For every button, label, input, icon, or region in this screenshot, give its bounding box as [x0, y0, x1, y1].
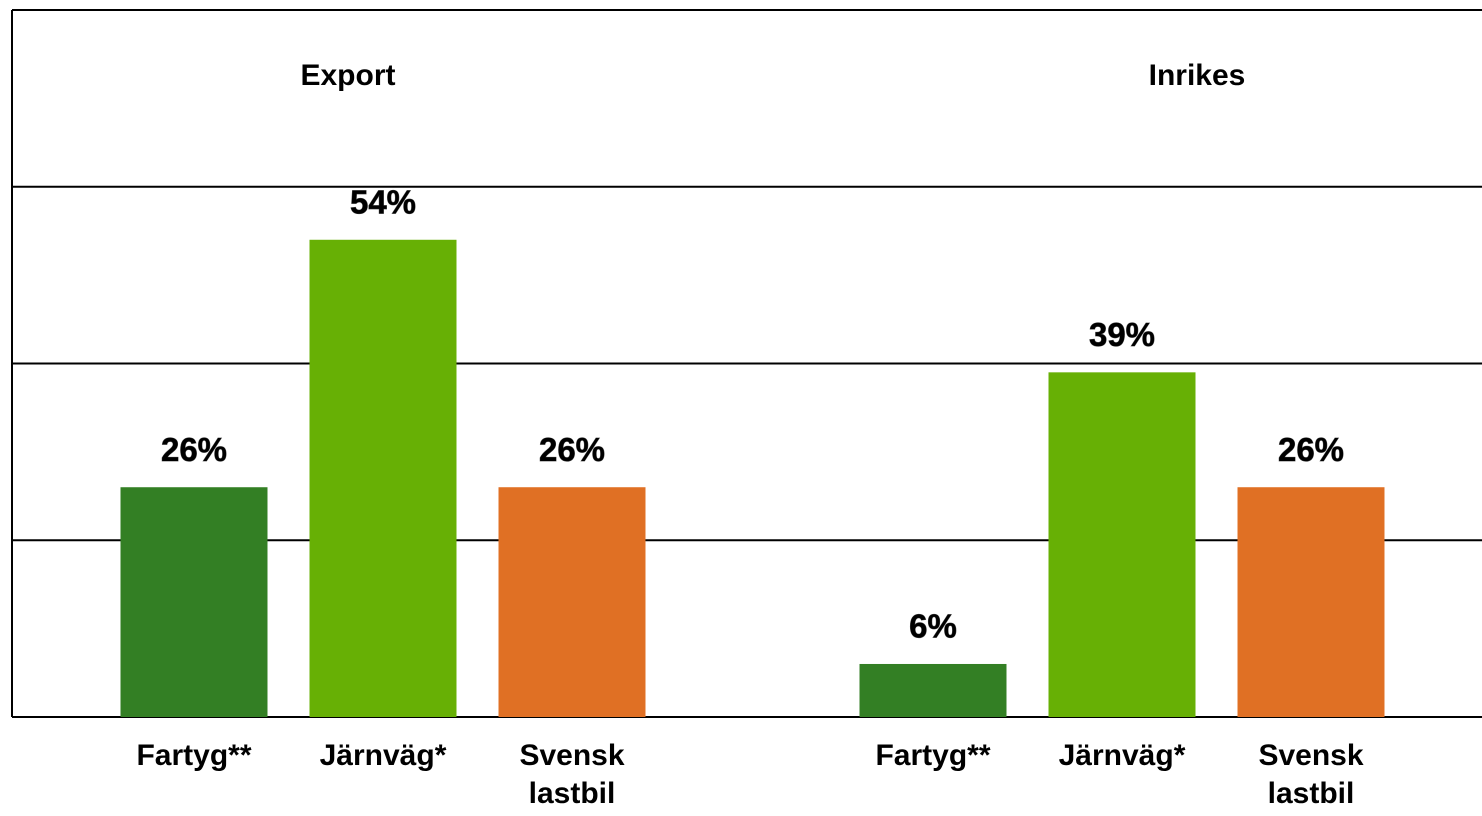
value-label: 26% [1278, 431, 1344, 468]
x-tick-label: Järnväg* [319, 739, 447, 772]
bar [859, 663, 1007, 717]
bar [498, 487, 646, 717]
x-tick-label: Fartyg** [875, 739, 991, 772]
panel-title: Inrikes [1149, 59, 1246, 92]
bar [309, 239, 457, 717]
x-tick-label: Fartyg** [136, 739, 252, 772]
value-label: 54% [350, 183, 416, 220]
value-label: 26% [161, 431, 227, 468]
value-label: 26% [539, 431, 605, 468]
x-tick-label: Svensk lastbil [1258, 739, 1364, 810]
bar [1048, 372, 1196, 717]
bar [120, 487, 268, 717]
panel-title: Export [300, 59, 395, 92]
x-tick-label: Järnväg* [1058, 739, 1186, 772]
value-label: 6% [909, 608, 957, 645]
bar [1237, 487, 1385, 717]
value-label: 39% [1089, 316, 1155, 353]
x-tick-label: Svensk lastbil [519, 739, 625, 810]
